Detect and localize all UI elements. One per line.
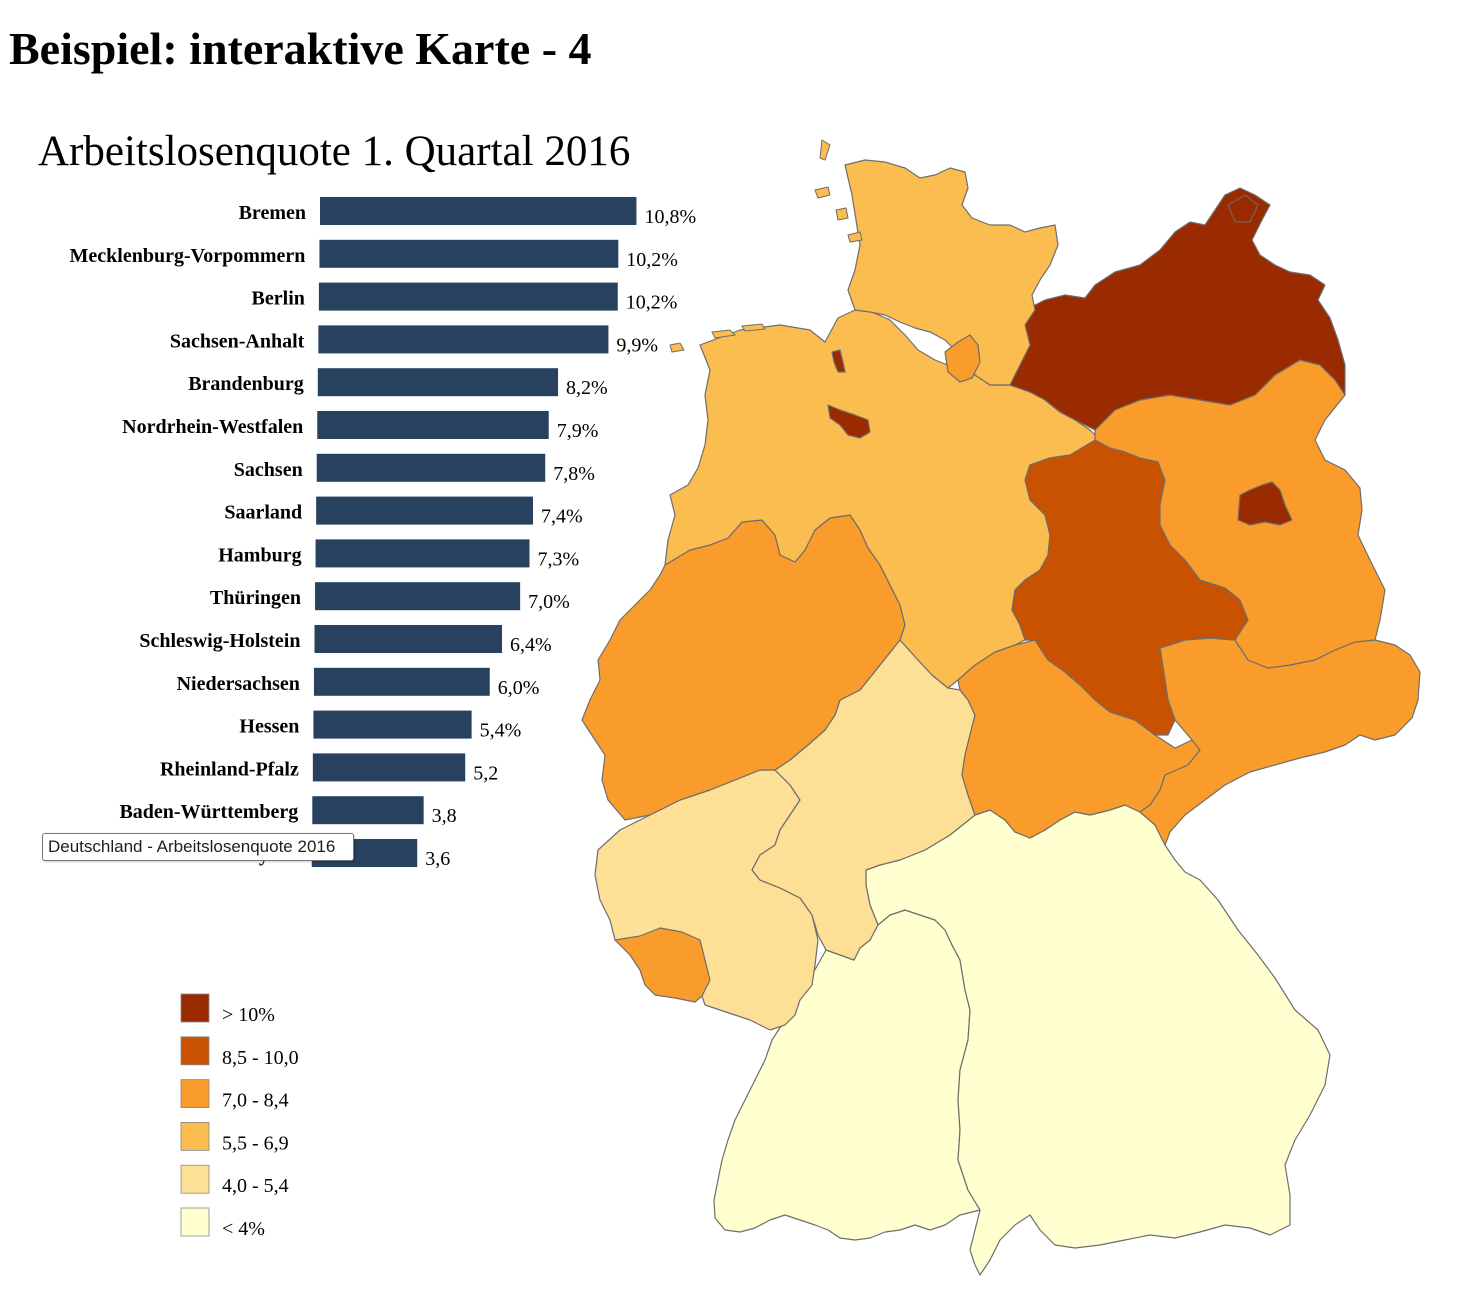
- value-label: 9,9%: [616, 334, 658, 356]
- legend-swatch: [180, 1122, 210, 1151]
- category-label: Saarland: [224, 502, 302, 524]
- category-label: Schleswig-Holstein: [139, 630, 300, 652]
- value-label: 6,4%: [510, 634, 552, 656]
- legend-label: > 10%: [222, 1004, 275, 1026]
- state-schleswig-holstein[interactable]: [844, 159, 1059, 386]
- bar[interactable]: [318, 325, 609, 354]
- legend: > 10% 8,5 - 10,0 7,0 - 8,4 5,5 - 6,9 4,0 - 5…: [180, 993, 299, 1240]
- value-label: 3,8: [432, 805, 457, 827]
- category-label: Thüringen: [210, 587, 301, 609]
- category-label: Sachsen-Anhalt: [170, 330, 305, 352]
- value-label: 7,8%: [553, 463, 595, 485]
- category-label: Brandenburg: [188, 373, 304, 395]
- value-label: 3,6: [425, 848, 450, 870]
- state-mecklenburg-vorpommern[interactable]: [1009, 187, 1346, 431]
- bar[interactable]: [316, 496, 533, 525]
- value-label: 7,9%: [557, 420, 599, 442]
- value-label: 8,2%: [566, 377, 608, 399]
- bar-chart: Arbeitslosenquote 1. Quartal 2016 Bremen 1…: [38, 128, 696, 870]
- value-label: 7,0%: [528, 591, 570, 613]
- category-label: Hessen: [239, 716, 299, 738]
- category-label: Mecklenburg-Vorpommern: [70, 245, 306, 267]
- bar[interactable]: [315, 582, 521, 611]
- value-label: 7,3%: [537, 548, 579, 570]
- state-bremerhaven[interactable]: [831, 349, 846, 373]
- bar[interactable]: [314, 625, 503, 653]
- legend-swatch: [180, 1164, 210, 1194]
- state-berlin[interactable]: [1237, 481, 1293, 526]
- state-saarland[interactable]: [614, 927, 711, 1003]
- category-label: Hamburg: [218, 544, 301, 566]
- value-label: 10,8%: [644, 206, 696, 228]
- legend-swatch: [180, 993, 210, 1023]
- value-label: 5,4%: [480, 720, 522, 742]
- bar[interactable]: [320, 197, 637, 225]
- value-label: 7,4%: [541, 506, 583, 528]
- bar[interactable]: [312, 753, 466, 782]
- chart-title: Arbeitslosenquote 1. Quartal 2016: [38, 128, 630, 175]
- state-sachsen[interactable]: [1139, 637, 1421, 846]
- legend-label: 5,5 - 6,9: [222, 1132, 289, 1154]
- value-label: 6,0%: [498, 677, 540, 699]
- category-label: Niedersachsen: [177, 673, 300, 695]
- bar[interactable]: [319, 239, 619, 268]
- category-label: Baden-Württemberg: [119, 801, 298, 823]
- state-bremen[interactable]: [827, 404, 871, 439]
- legend-label: 7,0 - 8,4: [222, 1090, 289, 1112]
- legend-label: < 4%: [222, 1218, 265, 1240]
- category-label: Bremen: [239, 202, 306, 224]
- value-label: 5,2: [473, 762, 498, 784]
- category-label: Berlin: [252, 288, 305, 310]
- legend-swatch: [180, 1079, 210, 1108]
- islands: [669, 139, 1259, 353]
- legend-label: 8,5 - 10,0: [222, 1047, 299, 1069]
- page-title: Beispiel: interaktive Karte - 4: [9, 23, 592, 74]
- category-label: Sachsen: [234, 459, 303, 481]
- bar[interactable]: [317, 368, 559, 397]
- bar[interactable]: [313, 710, 472, 739]
- bar[interactable]: [316, 453, 546, 482]
- legend-swatch: [180, 1207, 210, 1237]
- bar[interactable]: [315, 539, 530, 568]
- bar[interactable]: [313, 667, 490, 696]
- value-label: 10,2%: [626, 249, 678, 271]
- state-hamburg[interactable]: [944, 334, 981, 383]
- legend-swatch: [180, 1036, 210, 1066]
- value-label: 10,2%: [626, 292, 678, 314]
- legend-label: 4,0 - 5,4: [222, 1175, 289, 1197]
- bar[interactable]: [318, 282, 618, 311]
- category-label: Rheinland-Pfalz: [160, 758, 299, 780]
- bar[interactable]: [317, 411, 549, 439]
- category-label: Nordrhein-Westfalen: [122, 416, 303, 438]
- map-tooltip: Deutschland - Arbeitslosenquote 2016: [42, 833, 354, 861]
- bar[interactable]: [312, 796, 424, 825]
